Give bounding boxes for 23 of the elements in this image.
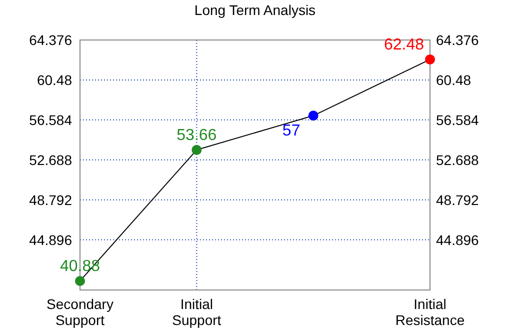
data-label: 62.48 <box>384 36 424 54</box>
y2-tick-label: 60.48 <box>436 72 472 88</box>
y2-tick-label: 56.584 <box>436 112 480 128</box>
x-tick-label: Initial Support <box>172 296 222 328</box>
data-label: 53.66 <box>176 126 217 144</box>
point <box>425 54 435 64</box>
point <box>192 144 202 155</box>
chart-title: Long Term Analysis <box>194 2 316 18</box>
data-label: 57 <box>282 122 300 140</box>
y-tick-label: 48.792 <box>29 192 72 208</box>
y-tick-label: 44.896 <box>29 232 72 248</box>
point <box>75 276 85 286</box>
y-tick-label: 60.48 <box>36 72 72 88</box>
y2-tick-label: 64.376 <box>436 32 480 48</box>
x-tick-label: Secondary Support <box>46 296 114 328</box>
y-tick-label: 52.688 <box>29 152 72 168</box>
y-tick-label: 64.376 <box>29 32 72 48</box>
point <box>308 110 318 121</box>
x-tick-label: Initial Resistance <box>395 296 465 328</box>
y2-tick-label: 52.688 <box>436 152 480 168</box>
y2-tick-label: 44.896 <box>436 232 480 248</box>
y-tick-label: 56.584 <box>29 112 72 128</box>
y2-tick-label: 48.792 <box>436 192 480 208</box>
